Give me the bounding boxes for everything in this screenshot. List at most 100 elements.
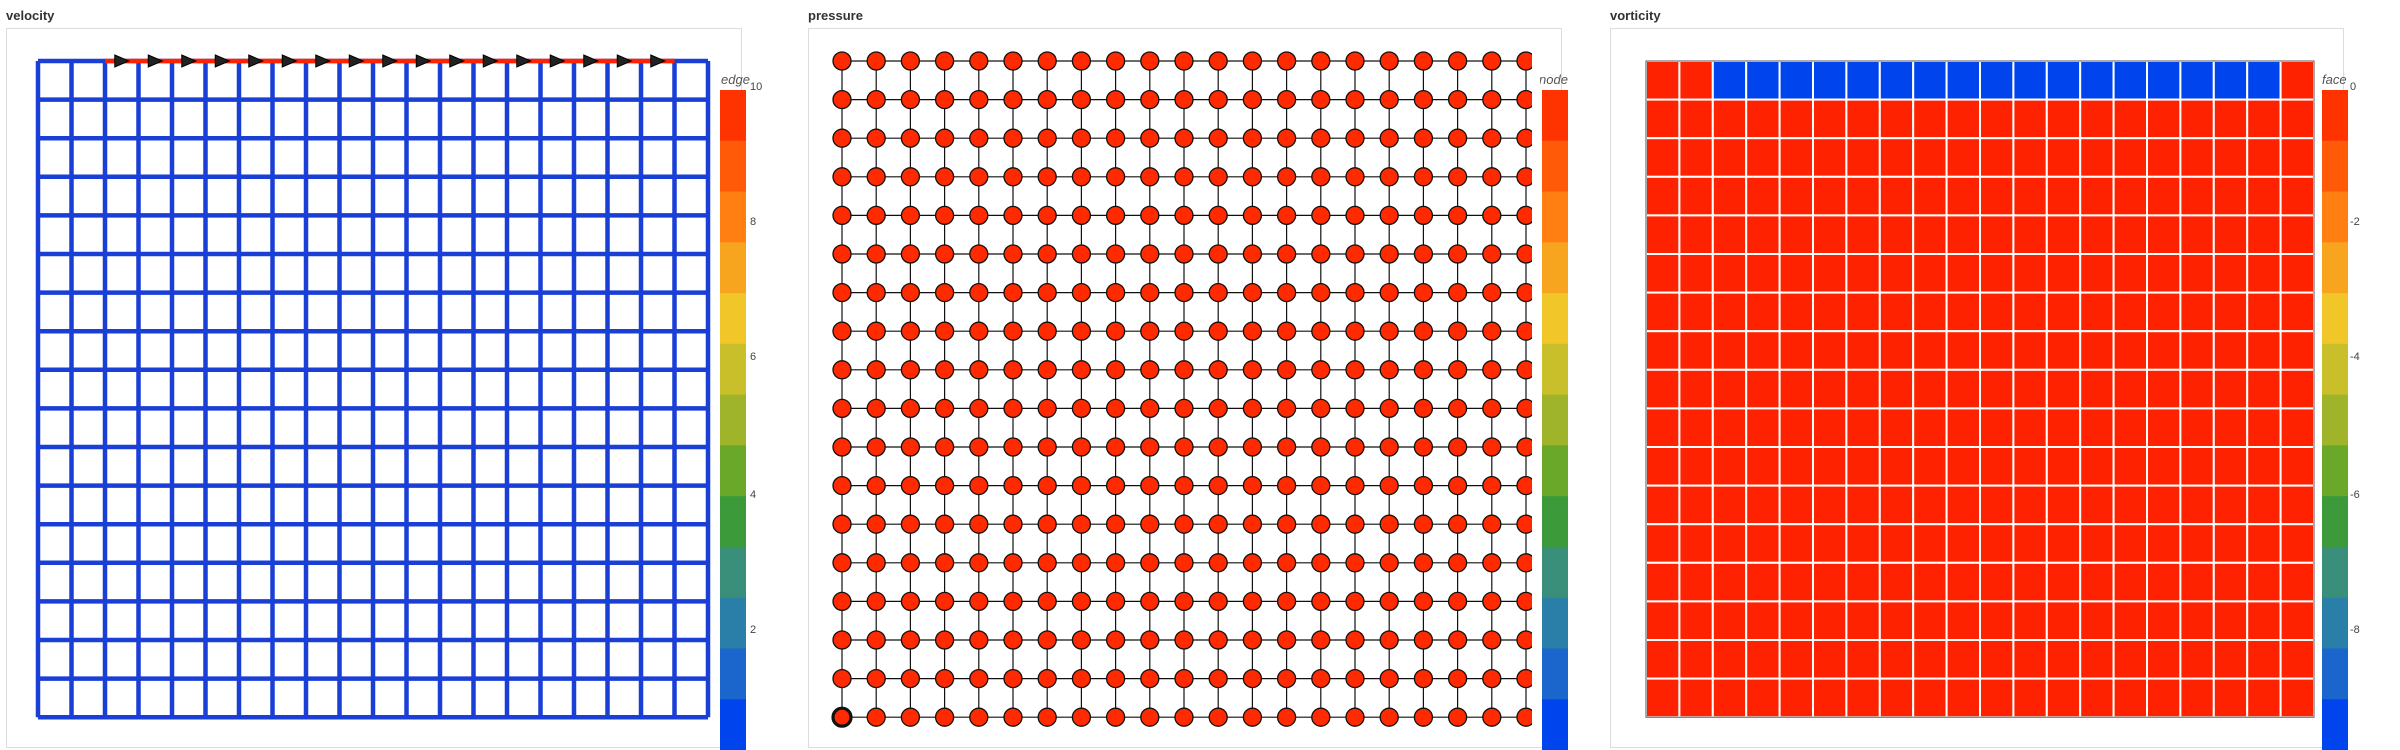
vorticity-face (2212, 523, 2249, 564)
vorticity-colorbar-tick-0: 0 (2350, 81, 2357, 93)
vorticity-face (1845, 407, 1881, 448)
pressure-node (1482, 398, 1502, 419)
velocity-colorbar-tick-4: 4 (750, 489, 757, 501)
pressure-node (1379, 553, 1399, 573)
vorticity-face (1912, 484, 1948, 526)
pressure-node (1379, 398, 1399, 419)
pressure-node (832, 205, 852, 226)
vorticity-face (1912, 60, 1948, 101)
vorticity-face (1778, 407, 1814, 448)
pressure-node (1413, 89, 1434, 110)
pressure-node (1105, 437, 1126, 457)
vorticity-face (1711, 175, 1748, 217)
pressure-node (1276, 553, 1297, 573)
pressure-node (1242, 360, 1263, 380)
velocity-arrow-icon (616, 54, 633, 68)
vorticity-colorbar-segment (2322, 191, 2348, 243)
velocity-title: velocity (6, 8, 55, 23)
vorticity-face (1878, 368, 1915, 410)
vorticity-face (1945, 639, 1981, 680)
vorticity-face (2045, 330, 2082, 371)
vorticity-face (2246, 175, 2282, 217)
vorticity-colorbar-tick-neg2: -2 (2350, 216, 2360, 228)
vorticity-face (2179, 291, 2215, 333)
pressure-node (1447, 51, 1468, 71)
pressure-node (1105, 205, 1126, 226)
pressure-node (1276, 244, 1297, 264)
velocity-colorbar-segment (720, 191, 746, 243)
vorticity-face (1912, 137, 1948, 178)
vorticity-face (1845, 523, 1881, 564)
pressure-node (1345, 553, 1365, 573)
vorticity-face (1745, 175, 1781, 217)
vorticity-face (2146, 253, 2182, 294)
vorticity-face (2179, 561, 2215, 603)
pressure-node (1413, 475, 1434, 496)
velocity-arrow-icon (449, 54, 466, 68)
pressure-node (969, 128, 989, 148)
pressure-node (900, 51, 921, 71)
vorticity-face (2079, 98, 2115, 140)
vorticity-face (2246, 368, 2282, 410)
vorticity-face (1912, 291, 1948, 333)
pressure-clip-mask (1532, 40, 1540, 730)
pressure-node (1311, 282, 1331, 303)
vorticity-face (2045, 484, 2082, 526)
vorticity-face (1711, 291, 1748, 333)
pressure-node (934, 321, 955, 341)
vorticity-face (2045, 60, 2082, 101)
vorticity-face (2012, 677, 2048, 719)
vorticity-face (1979, 639, 2015, 680)
vorticity-face (1645, 137, 1681, 178)
pressure-node (934, 630, 955, 650)
pressure-node (1003, 128, 1023, 148)
vorticity-face (2079, 214, 2115, 255)
pressure-node (1003, 360, 1023, 380)
vorticity-face (1945, 175, 1981, 217)
vorticity-face (1778, 446, 1814, 487)
vorticity-face (2212, 98, 2249, 140)
vorticity-face (1812, 214, 1848, 255)
vorticity-face (2246, 523, 2282, 564)
pressure-node (1208, 51, 1228, 71)
pressure-node (1276, 128, 1297, 148)
vorticity-face (1711, 60, 1748, 101)
vorticity-face (1745, 677, 1781, 719)
pressure-colorbar-segment (1542, 445, 1568, 497)
vorticity-face (2012, 137, 2048, 178)
pressure-node (934, 475, 955, 496)
pressure-node (1105, 167, 1126, 187)
pressure-node (1208, 398, 1228, 419)
velocity-colorbar-tick-10: 10 (750, 81, 763, 93)
vorticity-face (1778, 330, 1814, 371)
pressure-node (1379, 591, 1399, 612)
pressure-node (1174, 282, 1194, 303)
velocity-arrow-icon (114, 54, 131, 68)
vorticity-face (1945, 98, 1981, 140)
pressure-node (1208, 244, 1228, 264)
vorticity-face (1678, 214, 1714, 255)
pressure-node (1242, 630, 1263, 650)
vorticity-face (1812, 253, 1848, 294)
vorticity-face (1678, 60, 1714, 101)
pressure-node (1379, 244, 1399, 264)
pressure-node (832, 167, 852, 187)
vorticity-colorbar-segment (2322, 546, 2348, 599)
pressure-node (1311, 128, 1331, 148)
vorticity-face (1678, 291, 1714, 333)
vorticity-face (1912, 330, 1948, 371)
pressure-node (1413, 398, 1434, 419)
pressure-node (1276, 707, 1297, 727)
vorticity-face (2112, 677, 2149, 719)
vorticity-face (2179, 98, 2215, 140)
pressure-node (1037, 437, 1057, 457)
vorticity-face (2079, 60, 2115, 101)
vorticity-face (2212, 330, 2249, 371)
pressure-node (1447, 89, 1468, 110)
pressure-node (1208, 514, 1228, 534)
pressure-node (1208, 668, 1228, 689)
pressure-node-selected (831, 706, 853, 728)
pressure-node (1037, 128, 1057, 148)
vorticity-face (1912, 639, 1948, 680)
pressure-node (1345, 668, 1365, 689)
